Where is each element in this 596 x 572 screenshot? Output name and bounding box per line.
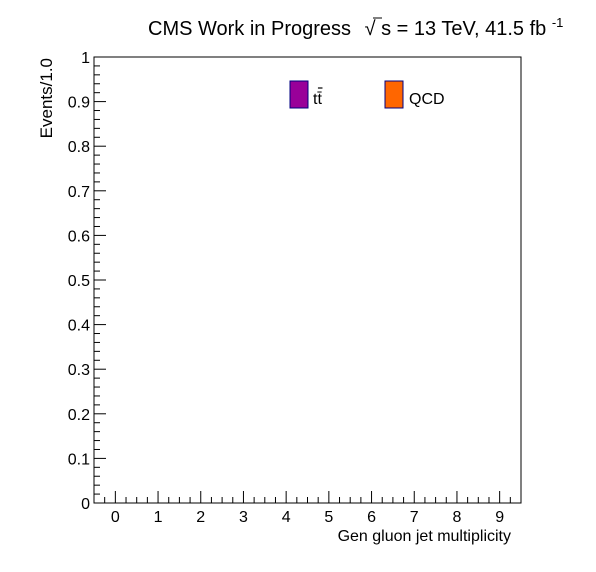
y-tick-label: 0.5 [68, 273, 90, 290]
y-tick-label: 0.4 [68, 318, 90, 335]
y-tick-label: 0.7 [68, 184, 90, 201]
energy-label: s = 13 TeV, 41.5 fb [381, 18, 546, 40]
x-tick-label: 6 [367, 509, 376, 526]
legend-label-qcd: QCD [409, 91, 445, 108]
x-tick-label: 0 [111, 509, 120, 526]
legend-swatch-qcd [384, 80, 404, 109]
y-tick-label: 0.1 [68, 451, 90, 468]
x-tick-label: 9 [495, 509, 504, 526]
x-tick-label: 7 [410, 509, 419, 526]
chart-title: CMS Work in Progress √ s = 13 TeV, 41.5 … [148, 15, 563, 40]
y-tick-label: 0.8 [68, 139, 90, 156]
x-tick-label: 3 [239, 509, 248, 526]
legend-label-ttbar: tt̄ [313, 91, 322, 108]
y-tick-label: 0.9 [68, 95, 90, 112]
x-tick-label: 5 [324, 509, 333, 526]
y-tick-label: 0.3 [68, 362, 90, 379]
legend-entry-ttbar: tt̄ [289, 80, 323, 109]
x-tick-label: 4 [282, 509, 291, 526]
x-axis-label: Gen gluon jet multiplicity [338, 528, 511, 545]
y-tick-label: 0 [81, 496, 90, 513]
y-tick-label: 0.6 [68, 228, 90, 245]
sqrt-symbol: √ [365, 18, 376, 40]
legend: tt̄ QCD [289, 80, 445, 109]
legend-entry-qcd: QCD [384, 80, 445, 109]
legend-swatch-ttbar [289, 80, 309, 109]
y-axis-label: Events/1.0 [37, 58, 56, 138]
y-tick-label: 1 [81, 50, 90, 67]
plot-frame [93, 56, 522, 504]
x-axis-tick-labels: 0 1 2 3 4 5 6 7 8 9 [111, 509, 504, 526]
x-axis-ticks [93, 491, 522, 503]
y-tick-label: 0.2 [68, 407, 90, 424]
experiment-label: CMS Work in Progress [148, 18, 351, 40]
x-tick-label: 1 [154, 509, 163, 526]
y-axis-tick-labels: 0 0.1 0.2 0.3 0.4 0.5 0.6 0.7 0.8 0.9 1 [68, 50, 90, 513]
y-axis-ticks [94, 56, 106, 504]
x-tick-label: 2 [196, 509, 205, 526]
x-tick-label: 8 [452, 509, 461, 526]
lumi-exponent: -1 [552, 15, 564, 30]
